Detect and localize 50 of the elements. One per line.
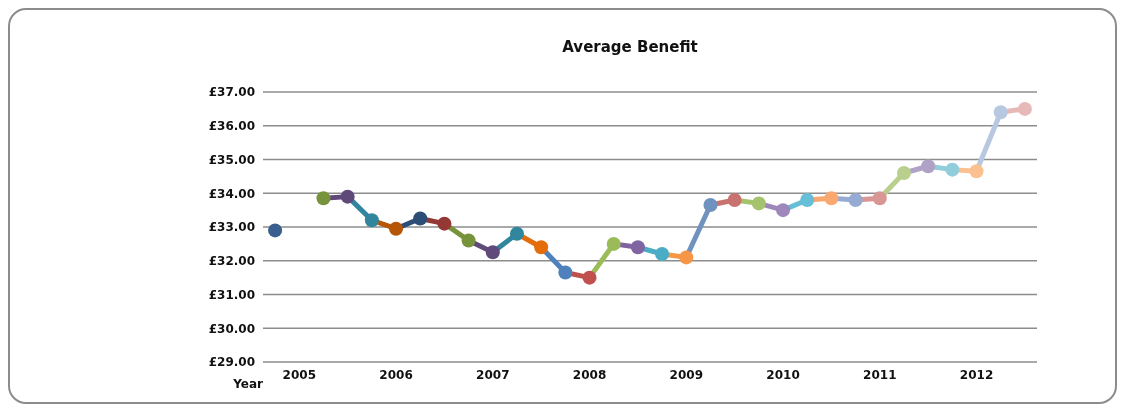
point <box>437 216 452 231</box>
y-tick-label: £36.00 <box>208 119 255 134</box>
point <box>921 159 936 174</box>
x-tick-label: 2010 <box>766 367 800 382</box>
x-tick-label: 2006 <box>379 367 413 382</box>
point <box>582 270 597 285</box>
y-tick-label: £35.00 <box>208 152 255 167</box>
point <box>776 203 791 218</box>
y-tick-label: £31.00 <box>208 287 255 302</box>
x-tick-label: 2011 <box>863 367 897 382</box>
point <box>364 213 379 228</box>
point <box>896 166 911 180</box>
point <box>872 191 887 206</box>
point <box>606 236 621 251</box>
point <box>630 240 645 255</box>
point <box>268 223 283 238</box>
x-tick-label: 2009 <box>669 367 703 382</box>
point <box>534 240 549 255</box>
point <box>824 191 839 206</box>
x-tick-label: 2008 <box>572 367 607 382</box>
point <box>993 105 1008 120</box>
x-tick-label: 2012 <box>959 367 994 382</box>
point <box>969 164 984 179</box>
x-tick-label: 2007 <box>476 367 510 382</box>
point <box>413 211 428 226</box>
y-tick-label: £34.00 <box>208 186 255 201</box>
point <box>389 221 404 236</box>
y-tick-label: £29.00 <box>208 355 255 370</box>
point <box>558 265 573 280</box>
point <box>727 193 742 207</box>
point <box>655 247 670 261</box>
y-tick-label: £33.00 <box>208 220 255 235</box>
point <box>848 193 863 207</box>
point <box>1017 101 1032 116</box>
point <box>751 196 766 211</box>
point <box>703 198 718 213</box>
point <box>800 193 815 207</box>
point <box>461 233 476 248</box>
point <box>679 250 694 265</box>
x-tick-label: 2005 <box>282 367 316 382</box>
point <box>509 226 524 241</box>
chart-title: Average Benefit <box>562 38 698 56</box>
point <box>485 245 500 260</box>
y-tick-label: £32.00 <box>208 254 255 269</box>
point <box>340 189 355 204</box>
y-tick-label: £37.00 <box>208 85 255 100</box>
x-axis-title: Year <box>232 377 264 392</box>
y-tick-label: £30.00 <box>208 321 255 336</box>
point <box>945 162 960 177</box>
point <box>316 191 331 206</box>
